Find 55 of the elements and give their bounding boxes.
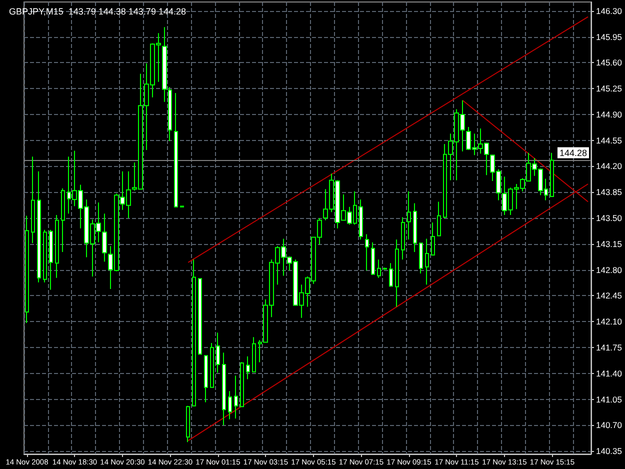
- candlestick: [550, 152, 554, 198]
- candlestick: [186, 405, 190, 443]
- candlestick: [37, 170, 41, 283]
- candlestick: [419, 242, 423, 274]
- candlestick: [234, 375, 238, 419]
- candlestick: [204, 355, 208, 403]
- candlestick: [401, 216, 405, 260]
- candlestick: [198, 278, 202, 355]
- candlestick: [192, 258, 196, 406]
- y-tick-label: 142.80: [596, 264, 622, 275]
- candlestick: [49, 229, 53, 290]
- candlestick: [252, 336, 256, 372]
- candlestick: [216, 332, 220, 374]
- y-tick-label: 143.50: [596, 213, 622, 224]
- ref-line-label: 144.28: [559, 148, 587, 158]
- candlestick: [31, 156, 35, 244]
- candlestick: [425, 238, 429, 286]
- y-tick-label: 144.55: [596, 135, 622, 146]
- y-tick-label: 143.15: [596, 238, 622, 249]
- candlestick: [377, 258, 381, 278]
- y-tick-label: 145.25: [596, 84, 622, 94]
- candlestick: [431, 222, 435, 256]
- y-tick-label: 141.75: [596, 342, 622, 352]
- y-tick-label: 140.35: [596, 446, 622, 456]
- y-tick-label: 144.20: [596, 161, 622, 172]
- y-tick-label: 145.60: [596, 58, 622, 68]
- candlestick: [55, 214, 59, 278]
- candlestick: [365, 234, 369, 272]
- candlestick: [246, 356, 250, 380]
- candlestick: [174, 92, 178, 208]
- candlestick: [222, 352, 226, 426]
- y-tick-label: 141.40: [596, 368, 622, 378]
- candlestick: [413, 202, 417, 253]
- y-tick-label: 141.05: [596, 394, 622, 404]
- y-tick-label: 143.85: [596, 187, 622, 198]
- candlestick: [61, 188, 65, 253]
- y-tick-label: 146.30: [596, 6, 622, 16]
- candlestick: [25, 215, 29, 324]
- y-tick-label: 145.95: [596, 32, 622, 42]
- candlestick: [210, 342, 214, 388]
- y-tick-label: 142.10: [596, 316, 622, 327]
- candlestick: [240, 362, 244, 408]
- candlestick: [437, 201, 441, 236]
- y-tick-label: 142.45: [596, 290, 622, 301]
- candlestick: [383, 267, 387, 270]
- candlestick: [371, 242, 375, 276]
- y-tick-label: 140.70: [596, 420, 622, 430]
- candlestick: [389, 262, 393, 288]
- candlestick: [359, 199, 363, 240]
- candlestick: [43, 229, 47, 283]
- candlestick: [228, 390, 232, 420]
- y-tick-label: 144.90: [596, 109, 622, 120]
- candlestick: [407, 190, 411, 240]
- candlestick: [395, 238, 399, 308]
- text: GBPJPY,M15 143.79 144.38 143.79 144.28: [9, 6, 186, 16]
